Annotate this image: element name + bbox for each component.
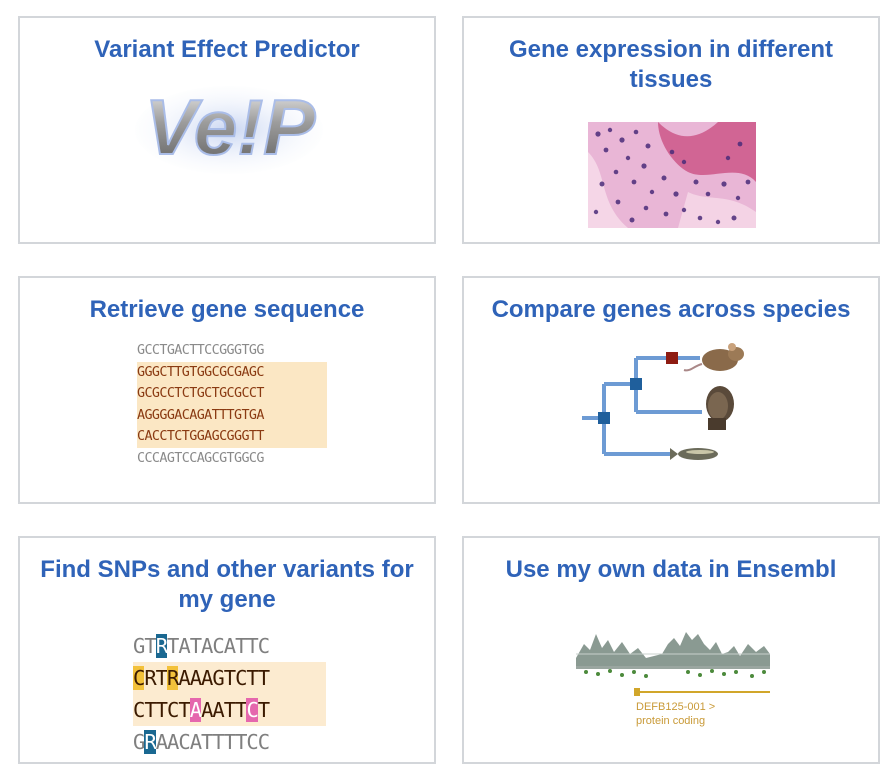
sequence-line: GCCTGACTTCCGGGTGG — [137, 340, 327, 362]
snp-text: G — [133, 730, 145, 754]
card-title: Retrieve gene sequence — [89, 296, 365, 323]
sequence-line: CCCAGTCCAGCGTGGCG — [137, 447, 327, 469]
fish-icon — [670, 448, 718, 460]
card-compare-species[interactable]: Compare genes across species — [462, 276, 880, 504]
snp-text: GT — [133, 634, 157, 658]
sequence-line: AGGGGACAGATTTGTGA — [137, 404, 327, 426]
snp-mark: R — [167, 666, 179, 690]
sequence-line: GGGCTTGTGGCGCGAGC — [137, 361, 327, 383]
track-label: DEFB125-001 > — [636, 701, 715, 713]
card-title: Find SNPs and other variants for my gene — [40, 556, 414, 613]
mouse-icon — [683, 343, 744, 372]
vep-logo-icon: Ve!P — [134, 84, 324, 174]
card-title: Gene expression in different tissues — [508, 36, 834, 93]
sequence-image-icon: GCCTGACTTCCGGGTGG GGGCTTGTGGCGCGAGC GCGC… — [135, 340, 327, 470]
snp-line: GTRTATACATTC — [133, 630, 326, 662]
snp-text: AAAGTCTT — [178, 666, 270, 690]
human-head-icon — [706, 386, 734, 430]
snp-text: AATT — [201, 698, 247, 722]
snp-text: TATACATTC — [167, 634, 270, 658]
snp-mark: C — [246, 698, 259, 722]
snp-image-icon: GTRTATACATTC CRTRAAAGTCTT CTTCTAAATTCT G… — [132, 630, 326, 760]
snp-mark: R — [155, 634, 168, 658]
snp-text: T — [257, 698, 270, 722]
snp-mark: R — [144, 730, 157, 754]
card-title: Compare genes across species — [491, 296, 851, 323]
card-variant-effect-predictor[interactable]: Variant Effect Predictor Ve!P — [18, 16, 436, 244]
snp-line: CTTCTAAATTCT — [133, 694, 326, 726]
track-image-icon: DEFB125-001 > protein coding — [576, 614, 770, 730]
tissue-image-icon — [588, 122, 756, 228]
vep-logo-text: Ve!P — [145, 84, 316, 171]
card-find-snps[interactable]: Find SNPs and other variants for my gene… — [18, 536, 436, 764]
track-label: protein coding — [636, 715, 705, 727]
card-retrieve-sequence[interactable]: Retrieve gene sequence GCCTGACTTCCGGGTGG… — [18, 276, 436, 504]
sequence-line: GCGCCTCTGCTGCGCCT — [137, 383, 327, 405]
card-title: Use my own data in Ensembl — [505, 556, 837, 583]
snp-text: CTTCT — [133, 698, 191, 722]
snp-mark: C — [133, 666, 145, 690]
snp-text: AACATTTTCC — [155, 730, 270, 754]
species-tree-icon — [580, 336, 770, 466]
snp-text: RT — [144, 666, 168, 690]
snp-line: CRTRAAAGTCTT — [133, 662, 326, 694]
card-title: Variant Effect Predictor — [94, 36, 360, 63]
card-gene-expression[interactable]: Gene expression in different tissues — [462, 16, 880, 244]
snp-line: GRAACATTTTCC — [133, 726, 326, 758]
card-own-data[interactable]: Use my own data in Ensembl DEFB125-001 >… — [462, 536, 880, 764]
sequence-line: CACCTCTGGAGCGGGTT — [137, 426, 327, 448]
snp-mark: A — [189, 698, 202, 722]
